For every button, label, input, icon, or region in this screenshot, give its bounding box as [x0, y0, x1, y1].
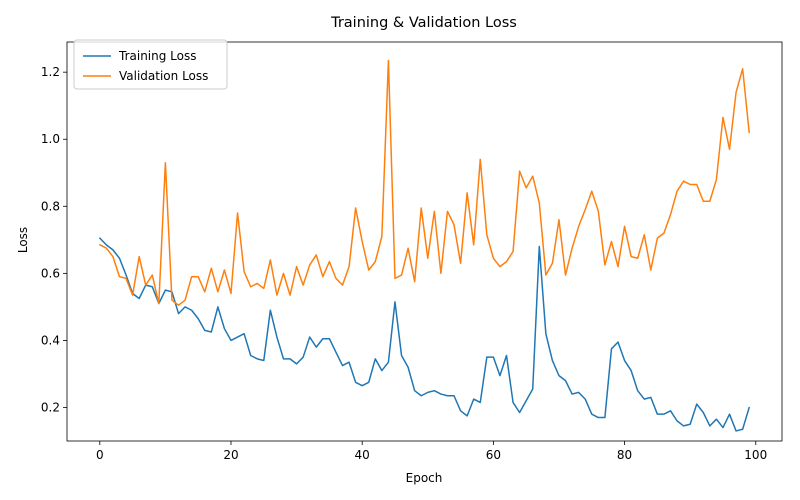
x-tick-label: 80 — [617, 448, 632, 462]
legend-label: Validation Loss — [119, 69, 208, 83]
y-tick-label: 0.6 — [41, 266, 60, 280]
y-tick-label: 0.2 — [41, 400, 60, 414]
y-axis: 0.2 0.4 0.6 0.8 1.0 1.2 — [41, 65, 67, 414]
y-axis-label: Loss — [16, 227, 30, 253]
y-tick-label: 1.2 — [41, 65, 60, 79]
series-layer — [99, 59, 750, 432]
x-axis: 0 20 40 60 80 100 — [96, 441, 767, 462]
y-tick-label: 1.0 — [41, 132, 60, 146]
plot-frame — [66, 41, 783, 442]
legend: Training Loss Validation Loss — [73, 39, 228, 90]
x-tick-label: 60 — [486, 448, 501, 462]
x-tick-label: 0 — [96, 448, 104, 462]
chart-title: Training & Validation Loss — [330, 15, 517, 31]
x-tick-label: 20 — [223, 448, 238, 462]
y-tick-label: 0.4 — [41, 333, 60, 347]
series-line-validation-loss — [99, 59, 750, 306]
x-axis-label: Epoch — [406, 471, 443, 485]
y-tick-label: 0.8 — [41, 199, 60, 213]
plot-area — [66, 41, 783, 442]
legend-label: Training Loss — [118, 49, 196, 63]
series-line-training-loss — [99, 237, 750, 432]
legend-box — [73, 39, 228, 90]
x-tick-label: 40 — [355, 448, 370, 462]
x-tick-label: 100 — [744, 448, 767, 462]
